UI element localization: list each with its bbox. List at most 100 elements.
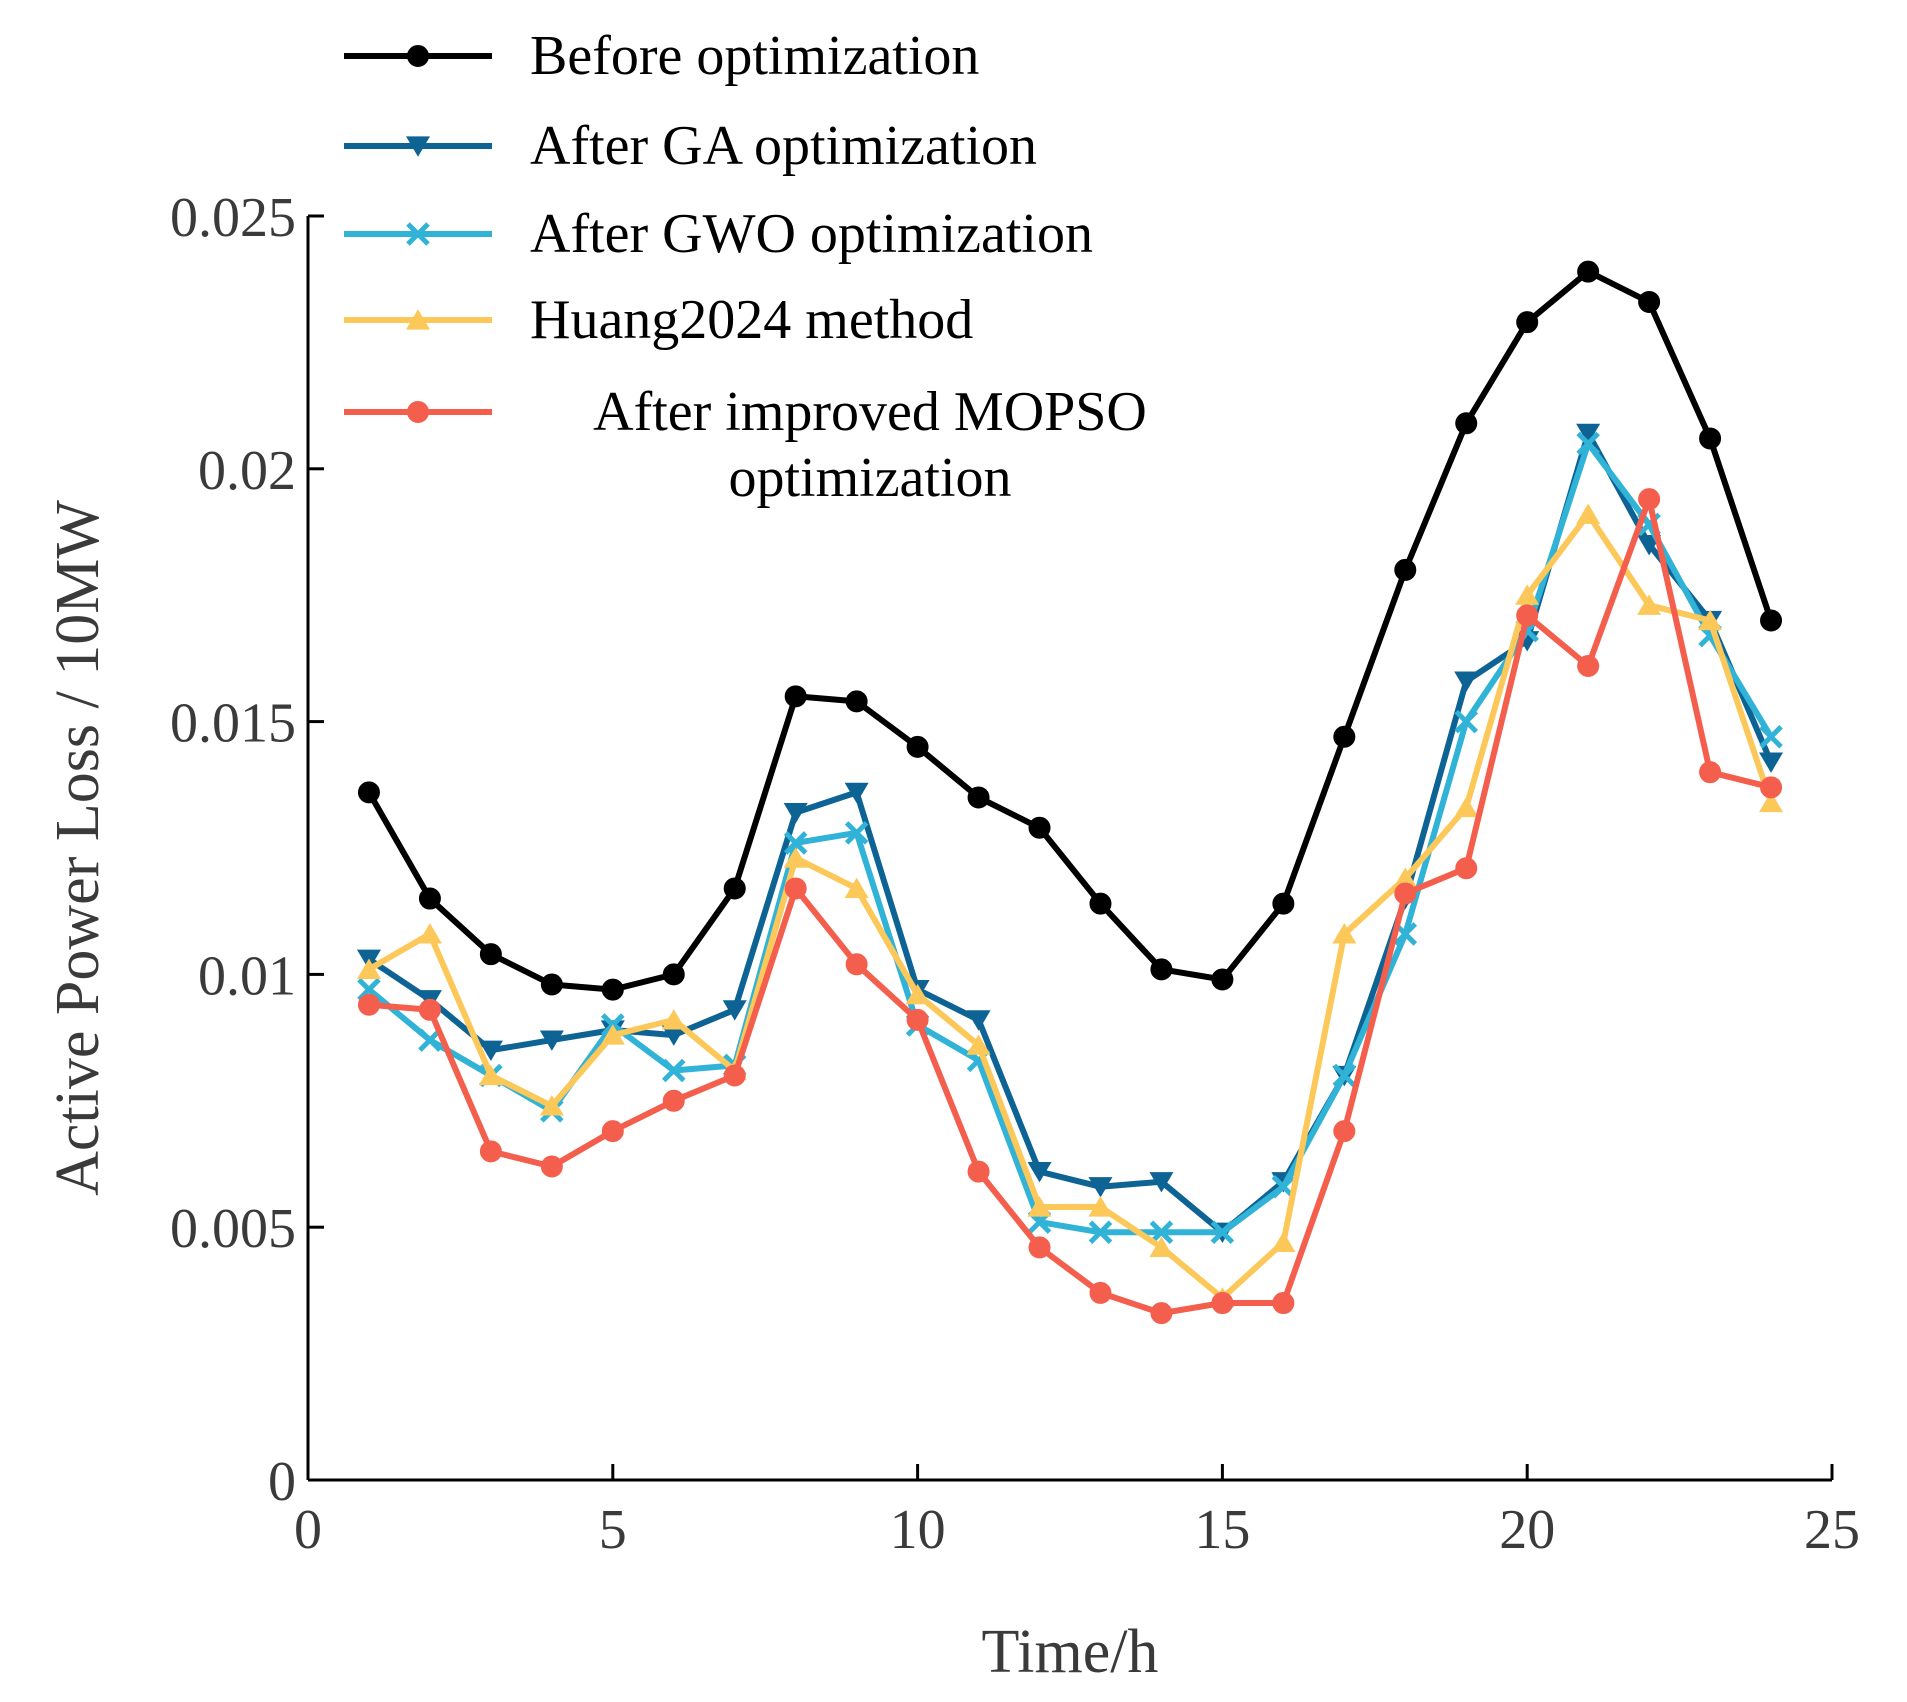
data-point (784, 877, 807, 900)
data-point (1210, 1220, 1235, 1245)
legend-marker (406, 222, 430, 246)
data-point (844, 782, 869, 804)
data-point (356, 958, 381, 979)
x-tick-label: 0 (294, 1499, 322, 1561)
legend-entry: Before optimization (344, 25, 979, 87)
y-tick-label: 0.015 (170, 693, 296, 755)
data-point (1760, 776, 1783, 799)
series-line (367, 511, 1774, 1301)
axes (306, 216, 1832, 1482)
series-4 (356, 503, 1784, 1308)
y-tick-label: 0.01 (198, 945, 296, 1007)
data-point (844, 877, 869, 899)
data-point (905, 983, 930, 1005)
legend-label: After improved MOPSO (593, 381, 1147, 443)
data-point (357, 781, 380, 804)
series-line (368, 496, 1772, 1317)
legend-entry: After GA optimization (344, 115, 1037, 177)
x-tick-label: 10 (890, 1499, 946, 1561)
data-point (845, 690, 868, 713)
series-3 (357, 431, 1783, 1245)
legend-label: Huang2024 method (530, 289, 973, 351)
data-point (1516, 311, 1539, 334)
data-point (1088, 1196, 1113, 1217)
y-axis-label: Active Power Loss / 10MW (44, 500, 112, 1196)
data-point (661, 1058, 686, 1083)
data-point (1759, 752, 1784, 773)
data-point (357, 993, 380, 1016)
data-point (783, 847, 808, 868)
data-point (1333, 1120, 1356, 1143)
legend-marker (406, 136, 430, 157)
data-point (418, 1028, 442, 1052)
series-5 (357, 488, 1783, 1325)
data-point (722, 1000, 747, 1021)
data-point (661, 1025, 686, 1046)
data-point (540, 973, 563, 996)
x-tick-label: 20 (1499, 1499, 1555, 1561)
data-point (662, 963, 685, 986)
legend-marker (406, 309, 430, 330)
data-point (784, 685, 807, 708)
data-point (1149, 1172, 1174, 1193)
data-point (1211, 968, 1234, 991)
data-point (478, 1064, 503, 1086)
x-tick-label: 5 (599, 1499, 627, 1561)
data-point (1088, 1220, 1113, 1245)
data-point (723, 877, 746, 900)
data-point (540, 1155, 563, 1178)
data-point (1028, 1236, 1051, 1259)
legend-label: After GA optimization (530, 115, 1037, 177)
data-point (1150, 958, 1173, 981)
data-point (539, 1030, 564, 1051)
data-point (662, 1089, 685, 1112)
data-point (1211, 1292, 1234, 1315)
data-point (723, 1064, 746, 1087)
legend-entry: After GWO optimization (344, 203, 1093, 265)
data-point (1576, 431, 1600, 456)
legend-label: Before optimization (530, 25, 979, 87)
data-point (966, 1034, 991, 1055)
data-point (1271, 1231, 1296, 1252)
data-point (1272, 1292, 1295, 1315)
ticks: 0 5 10 15 20 25 0 0.005 0.01 0.015 0.02 0.025 (170, 187, 1860, 1561)
data-point (418, 887, 441, 910)
data-point (1515, 584, 1540, 605)
data-point (1576, 423, 1601, 445)
data-point (783, 803, 808, 824)
x-tick-label: 15 (1194, 1499, 1250, 1561)
data-point (1637, 594, 1662, 615)
data-point (1698, 609, 1723, 631)
data-point (1759, 725, 1783, 749)
data-point (1516, 604, 1539, 627)
data-point (1759, 791, 1784, 813)
data-point (601, 978, 624, 1001)
data-point (601, 1120, 624, 1143)
data-point (600, 1024, 625, 1045)
data-point (1149, 1220, 1174, 1245)
data-point (1576, 503, 1601, 524)
data-point (966, 1010, 991, 1031)
data-point (1455, 412, 1478, 435)
data-point (1150, 1302, 1173, 1325)
legend-entry: Huang2024 method (344, 289, 973, 351)
legend-label: optimization (728, 447, 1011, 509)
data-point (1027, 1161, 1052, 1183)
series-group (356, 260, 1784, 1325)
data-point (1393, 867, 1418, 888)
data-point (906, 735, 929, 758)
data-point (1577, 260, 1600, 283)
data-point (845, 953, 868, 976)
y-tick-label: 0 (268, 1451, 296, 1513)
legend-marker (407, 401, 429, 423)
data-point (1332, 923, 1357, 944)
x-tick-label: 25 (1804, 1499, 1860, 1561)
data-point (1332, 1063, 1357, 1088)
data-point (1638, 290, 1661, 313)
y-tick-label: 0.005 (170, 1198, 296, 1260)
series-2 (356, 423, 1784, 1244)
legend-label: After GWO optimization (530, 203, 1093, 265)
